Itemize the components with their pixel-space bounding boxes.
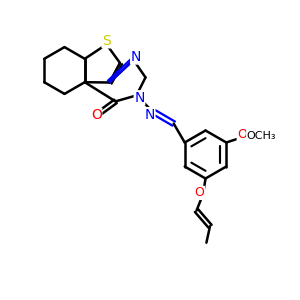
Text: O: O — [237, 128, 247, 141]
Text: N: N — [145, 108, 155, 122]
Text: N: N — [131, 50, 141, 64]
Text: N: N — [134, 91, 145, 105]
Text: S: S — [102, 34, 111, 48]
Text: OCH₃: OCH₃ — [247, 130, 276, 141]
Text: O: O — [91, 108, 102, 122]
Text: O: O — [195, 186, 204, 200]
